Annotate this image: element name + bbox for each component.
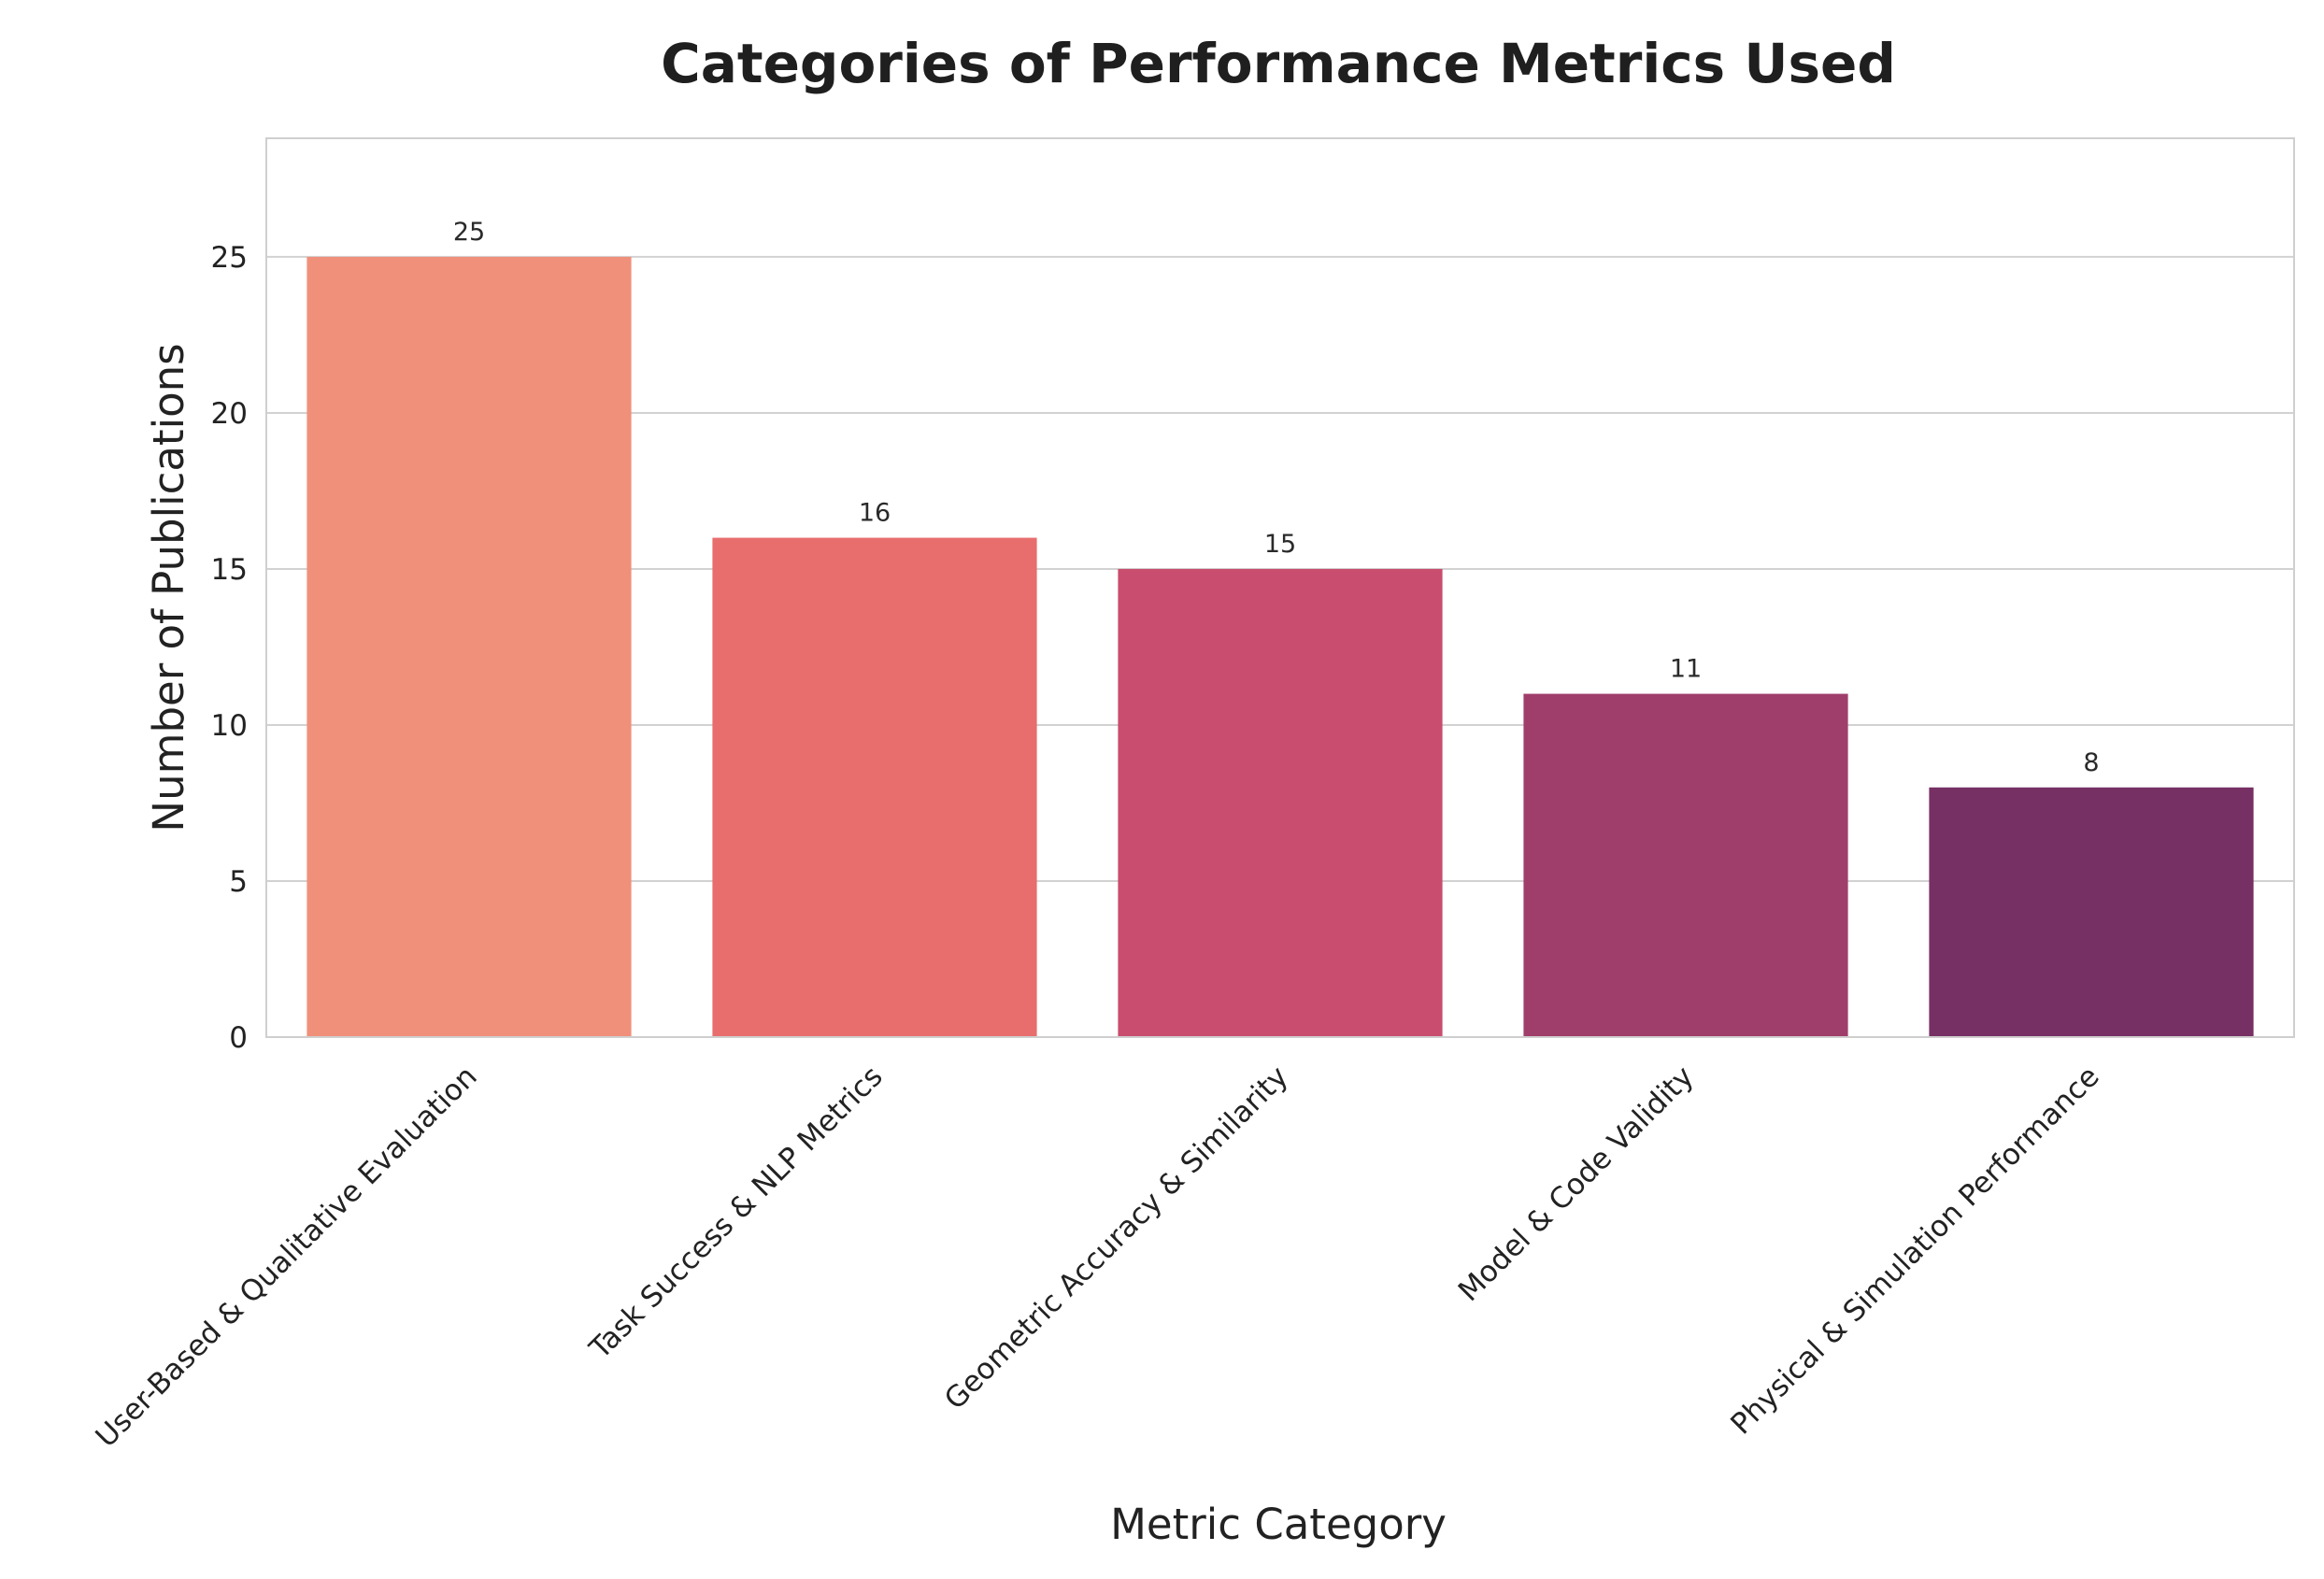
bar-value-label: 16	[859, 499, 891, 528]
y-tick-label: 10	[211, 709, 248, 743]
x-tick-label: User-Based & Qualitative Evaluation	[90, 1060, 484, 1454]
bar	[1929, 787, 2254, 1037]
bar	[307, 256, 632, 1037]
x-axis-label: Metric Category	[1110, 1500, 1447, 1549]
plot-frame	[265, 137, 2295, 1038]
bar	[712, 537, 1037, 1037]
bars	[307, 256, 2254, 1037]
data-labels: 25 16 15 11 8	[453, 218, 2100, 777]
bar-value-label: 8	[2083, 748, 2099, 777]
bar	[1118, 568, 1443, 1037]
x-tick-label: Model & Code Validity	[1452, 1060, 1701, 1308]
y-tick-label: 15	[211, 553, 248, 587]
x-tick-label: Geometric Accuracy & Similarity	[938, 1060, 1295, 1416]
y-tick-label: 25	[211, 241, 248, 275]
bar-value-label: 11	[1670, 655, 1702, 684]
x-tick-label: Task Success & NLP Metrics	[583, 1060, 890, 1366]
y-tick-label: 0	[229, 1021, 248, 1055]
y-tick-label: 5	[229, 865, 248, 899]
bar	[1523, 693, 1848, 1037]
x-tick-label: Physical & Simulation Performance	[1724, 1060, 2105, 1441]
bar-value-label: 25	[453, 218, 485, 247]
bar-value-label: 15	[1264, 530, 1296, 559]
chart-title: Categories of Performance Metrics Used	[661, 32, 1896, 95]
y-tick-label: 20	[211, 397, 248, 431]
y-axis-ticks: 0 5 10 15 20 25	[211, 241, 248, 1055]
y-axis-label: Number of Publications	[144, 343, 193, 832]
x-axis-ticks: User-Based & Qualitative Evaluation Task …	[90, 1060, 2106, 1454]
